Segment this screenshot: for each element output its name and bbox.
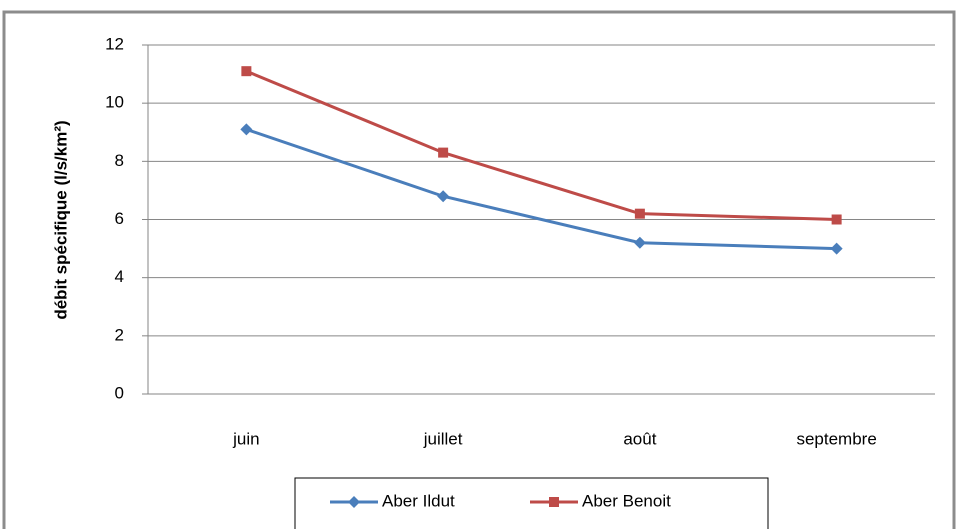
marker — [549, 497, 559, 507]
series-line — [245, 127, 837, 251]
x-tick-label: septembre — [796, 429, 876, 448]
marker — [831, 214, 842, 225]
chart-border — [2, 10, 956, 529]
marker — [240, 123, 253, 136]
series-line — [245, 69, 837, 221]
y-tick-label: 6 — [115, 209, 124, 228]
legend-label: Aber Ildut — [382, 491, 455, 510]
marker — [634, 208, 645, 219]
marker — [348, 496, 360, 508]
y-tick-label: 0 — [115, 383, 124, 402]
y-tick-label: 2 — [115, 325, 124, 344]
y-tick-label: 10 — [105, 93, 124, 112]
legend-label: Aber Benoit — [582, 491, 671, 510]
marker — [633, 236, 646, 249]
x-tick-label: juillet — [423, 429, 463, 448]
marker — [438, 147, 449, 158]
marker — [437, 190, 450, 203]
y-tick-label: 4 — [115, 267, 124, 286]
y-tick-label: 12 — [105, 34, 124, 53]
y-axis-label: débit spécifique (l/s/km²) — [51, 120, 70, 319]
marker — [830, 242, 843, 255]
x-tick-label: août — [623, 429, 656, 448]
marker — [241, 66, 252, 77]
x-tick-label: juin — [232, 429, 259, 448]
y-tick-label: 8 — [115, 151, 124, 170]
